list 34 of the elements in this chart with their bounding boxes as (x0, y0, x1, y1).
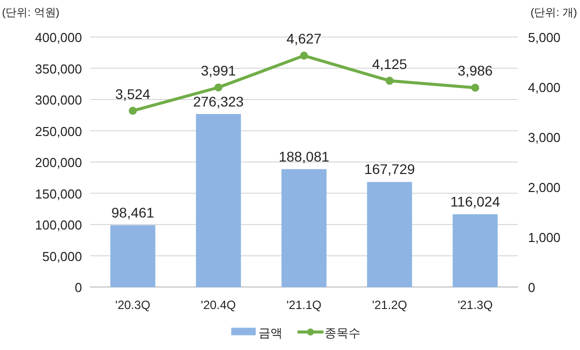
data-label: 167,729 (364, 161, 415, 178)
y-axis-title: (단위: 억원) (2, 7, 60, 19)
ytick: 350,000 (35, 61, 82, 76)
data-label: 3,524 (115, 86, 150, 102)
xtick: '20.3Q (115, 298, 150, 312)
data-label: 3,986 (458, 62, 493, 79)
y2tick: 5,000 (528, 30, 561, 45)
xtick: '21.3Q (458, 298, 493, 312)
data-label: 188,081 (278, 148, 330, 164)
y2tick: 2,000 (528, 180, 561, 195)
ytick: 150,000 (35, 186, 82, 202)
data-label: 98,461 (111, 204, 154, 220)
xtick: '21.1Q (286, 298, 322, 312)
xtick: '20.4Q (200, 298, 236, 312)
ytick: 200,000 (35, 155, 82, 170)
xtick: '21.2Q (372, 298, 408, 312)
y2-axis-title: (단위: 개) (530, 7, 577, 19)
ytick: 400,000 (35, 30, 82, 45)
ytick: 0 (74, 280, 82, 295)
data-label: 4,627 (286, 30, 322, 47)
y2tick: 3,000 (528, 130, 561, 145)
ytick: 300,000 (35, 92, 82, 108)
legend-label: 금액 (258, 326, 282, 340)
y2tick: 1,000 (528, 230, 561, 245)
legend-label: 종목수 (324, 326, 360, 340)
ytick: 50,000 (42, 248, 82, 264)
ytick: 250,000 (35, 124, 82, 139)
data-label: 3,991 (200, 62, 236, 78)
data-label: 4,125 (372, 56, 408, 72)
y2tick: 0 (528, 280, 536, 295)
y2tick: 4,000 (528, 80, 561, 95)
ytick: 100,000 (35, 218, 82, 232)
data-label: 116,024 (450, 193, 500, 210)
data-label: 276,323 (193, 93, 244, 110)
